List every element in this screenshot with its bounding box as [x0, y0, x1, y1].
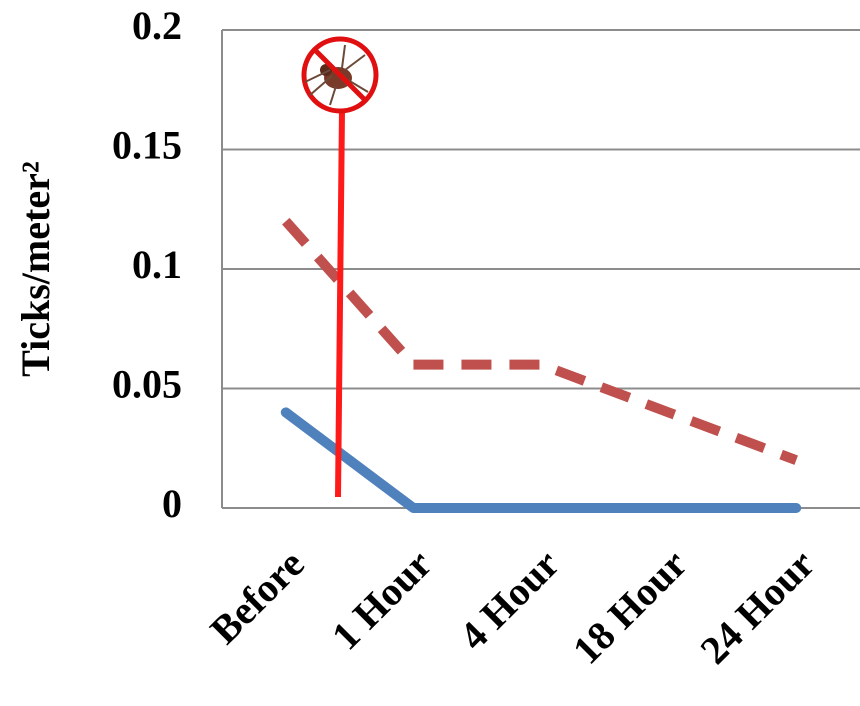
y-tick-label: 0.2 — [132, 3, 182, 48]
x-tick-label: Before — [201, 541, 312, 652]
annotation-line — [338, 110, 342, 497]
no-tick-icon — [304, 39, 376, 111]
y-tick-label: 0.15 — [112, 123, 182, 168]
chart: Ticks/meter² 0 0.05 0.1 0.15 0.2 Before1 Hour… — [0, 0, 860, 706]
x-tick-label: 1 Hour — [323, 541, 440, 658]
y-tick-label: 0.1 — [132, 242, 182, 287]
y-tick-label: 0.05 — [112, 362, 182, 407]
x-tick-label: 18 Hour — [564, 541, 696, 673]
x-tick-label: 4 Hour — [450, 541, 567, 658]
y-axis-label: Ticks/meter² — [13, 161, 58, 377]
y-tick-label: 0 — [162, 481, 182, 526]
x-tick-label: 24 Hour — [691, 541, 823, 673]
series-line — [286, 221, 796, 460]
